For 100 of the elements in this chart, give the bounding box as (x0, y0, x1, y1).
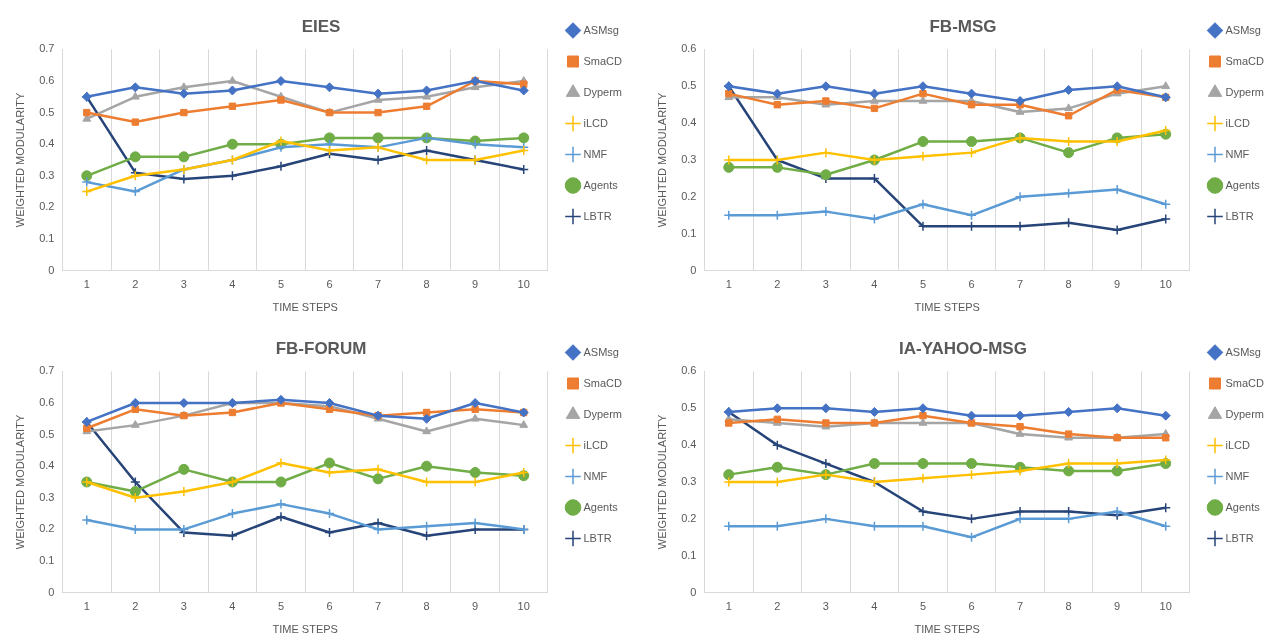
y-tick-label: 0 (690, 585, 697, 598)
chart-title: FB-FORUM (275, 338, 367, 358)
x-tick-label: 8 (423, 600, 430, 613)
legend-label: iLCD (583, 438, 608, 451)
x-tick-label: 10 (517, 278, 530, 291)
legend-label: LBTR (1225, 531, 1254, 544)
y-tick-label: 0.1 (39, 232, 55, 245)
y-tick-label: 0 (48, 585, 55, 598)
y-tick-label: 0.1 (681, 226, 697, 239)
x-tick-label: 10 (517, 600, 530, 613)
x-tick-label: 2 (774, 600, 781, 613)
y-axis-title: WEIGHTED MODULARITY (13, 414, 26, 550)
legend-label: LBTR (583, 209, 612, 222)
x-tick-label: 10 (1159, 278, 1172, 291)
x-tick-label: 6 (326, 600, 333, 613)
legend-label: ASMsg (1225, 345, 1261, 358)
x-tick-label: 7 (375, 600, 382, 613)
chart-title: EIES (301, 16, 341, 36)
y-axis-title: WEIGHTED MODULARITY (655, 92, 668, 228)
y-tick-label: 0.3 (681, 153, 697, 166)
x-tick-label: 1 (83, 278, 90, 291)
x-axis-title: TIME STEPS (914, 623, 980, 636)
x-tick-label: 7 (1017, 600, 1024, 613)
x-tick-label: 9 (1114, 600, 1121, 613)
legend-label: SmaCD (583, 54, 623, 67)
y-tick-label: 0.4 (39, 137, 55, 150)
legend-label: Dyperm (1225, 407, 1265, 420)
x-tick-label: 6 (968, 600, 975, 613)
x-tick-label: 4 (229, 600, 236, 613)
y-tick-label: 0.4 (681, 438, 697, 451)
legend-label: SmaCD (583, 376, 623, 389)
legend-label: Agents (1225, 178, 1261, 191)
y-axis-title: WEIGHTED MODULARITY (13, 92, 26, 228)
legend-label: Agents (583, 178, 619, 191)
y-tick-label: 0.5 (39, 105, 55, 118)
x-tick-label: 3 (822, 600, 829, 613)
x-tick-label: 9 (1114, 278, 1121, 291)
x-tick-label: 3 (180, 278, 187, 291)
legend-label: NMF (583, 147, 608, 160)
legend-label: LBTR (1225, 209, 1254, 222)
legend-label: NMF (1225, 147, 1250, 160)
y-tick-label: 0.6 (39, 396, 55, 409)
y-tick-label: 0.2 (39, 200, 55, 213)
y-axis-title: WEIGHTED MODULARITY (655, 414, 668, 550)
legend-label: Dyperm (1225, 85, 1265, 98)
x-tick-label: 10 (1159, 600, 1172, 613)
y-tick-label: 0.1 (39, 554, 55, 567)
y-tick-label: 0.6 (681, 364, 697, 377)
x-tick-label: 5 (919, 278, 927, 291)
y-tick-label: 0.2 (39, 522, 55, 535)
legend-label: NMF (583, 469, 608, 482)
y-tick-label: 0.6 (39, 74, 55, 87)
x-axis-title: TIME STEPS (272, 301, 338, 314)
x-tick-label: 1 (725, 278, 732, 291)
legend-label: ASMsg (1225, 23, 1261, 36)
chart-title: FB-MSG (929, 16, 997, 36)
x-tick-label: 5 (277, 600, 285, 613)
legend-label: NMF (1225, 469, 1250, 482)
x-tick-label: 5 (919, 600, 927, 613)
x-tick-label: 9 (472, 278, 479, 291)
x-tick-label: 6 (326, 278, 333, 291)
x-axis-title: TIME STEPS (914, 301, 980, 314)
x-tick-label: 4 (871, 278, 878, 291)
legend-label: SmaCD (1225, 54, 1265, 67)
legend-label: Dyperm (583, 407, 623, 420)
x-tick-label: 3 (822, 278, 829, 291)
legend-label: SmaCD (1225, 376, 1265, 389)
legend-label: Agents (583, 500, 619, 513)
x-tick-label: 2 (132, 600, 139, 613)
legend-label: Dyperm (583, 85, 623, 98)
legend-label: ASMsg (583, 23, 619, 36)
legend-label: iLCD (1225, 116, 1250, 129)
x-tick-label: 4 (229, 278, 236, 291)
y-tick-label: 0.5 (681, 79, 697, 92)
y-tick-label: 0.3 (39, 168, 55, 181)
y-tick-label: 0.7 (39, 364, 55, 377)
y-tick-label: 0 (690, 263, 697, 276)
x-tick-label: 5 (277, 278, 285, 291)
y-tick-label: 0.3 (681, 475, 697, 488)
x-tick-label: 2 (132, 278, 139, 291)
x-tick-label: 7 (375, 278, 382, 291)
legend-label: LBTR (583, 531, 612, 544)
chart-title: IA-YAHOO-MSG (899, 338, 1027, 358)
y-tick-label: 0.2 (681, 511, 697, 524)
legend-label: Agents (1225, 500, 1261, 513)
x-tick-label: 2 (774, 278, 781, 291)
legend-label: ASMsg (583, 345, 619, 358)
x-tick-label: 4 (871, 600, 878, 613)
y-tick-label: 0.3 (39, 490, 55, 503)
x-tick-label: 1 (725, 600, 732, 613)
x-tick-label: 6 (968, 278, 975, 291)
x-tick-label: 9 (472, 600, 479, 613)
y-tick-label: 0.5 (681, 401, 697, 414)
y-tick-label: 0.7 (39, 42, 55, 55)
x-tick-label: 1 (83, 600, 90, 613)
x-tick-label: 7 (1017, 278, 1024, 291)
y-tick-label: 0.2 (681, 189, 697, 202)
y-tick-label: 0 (48, 263, 55, 276)
y-tick-label: 0.6 (681, 42, 697, 55)
legend-label: iLCD (583, 116, 608, 129)
